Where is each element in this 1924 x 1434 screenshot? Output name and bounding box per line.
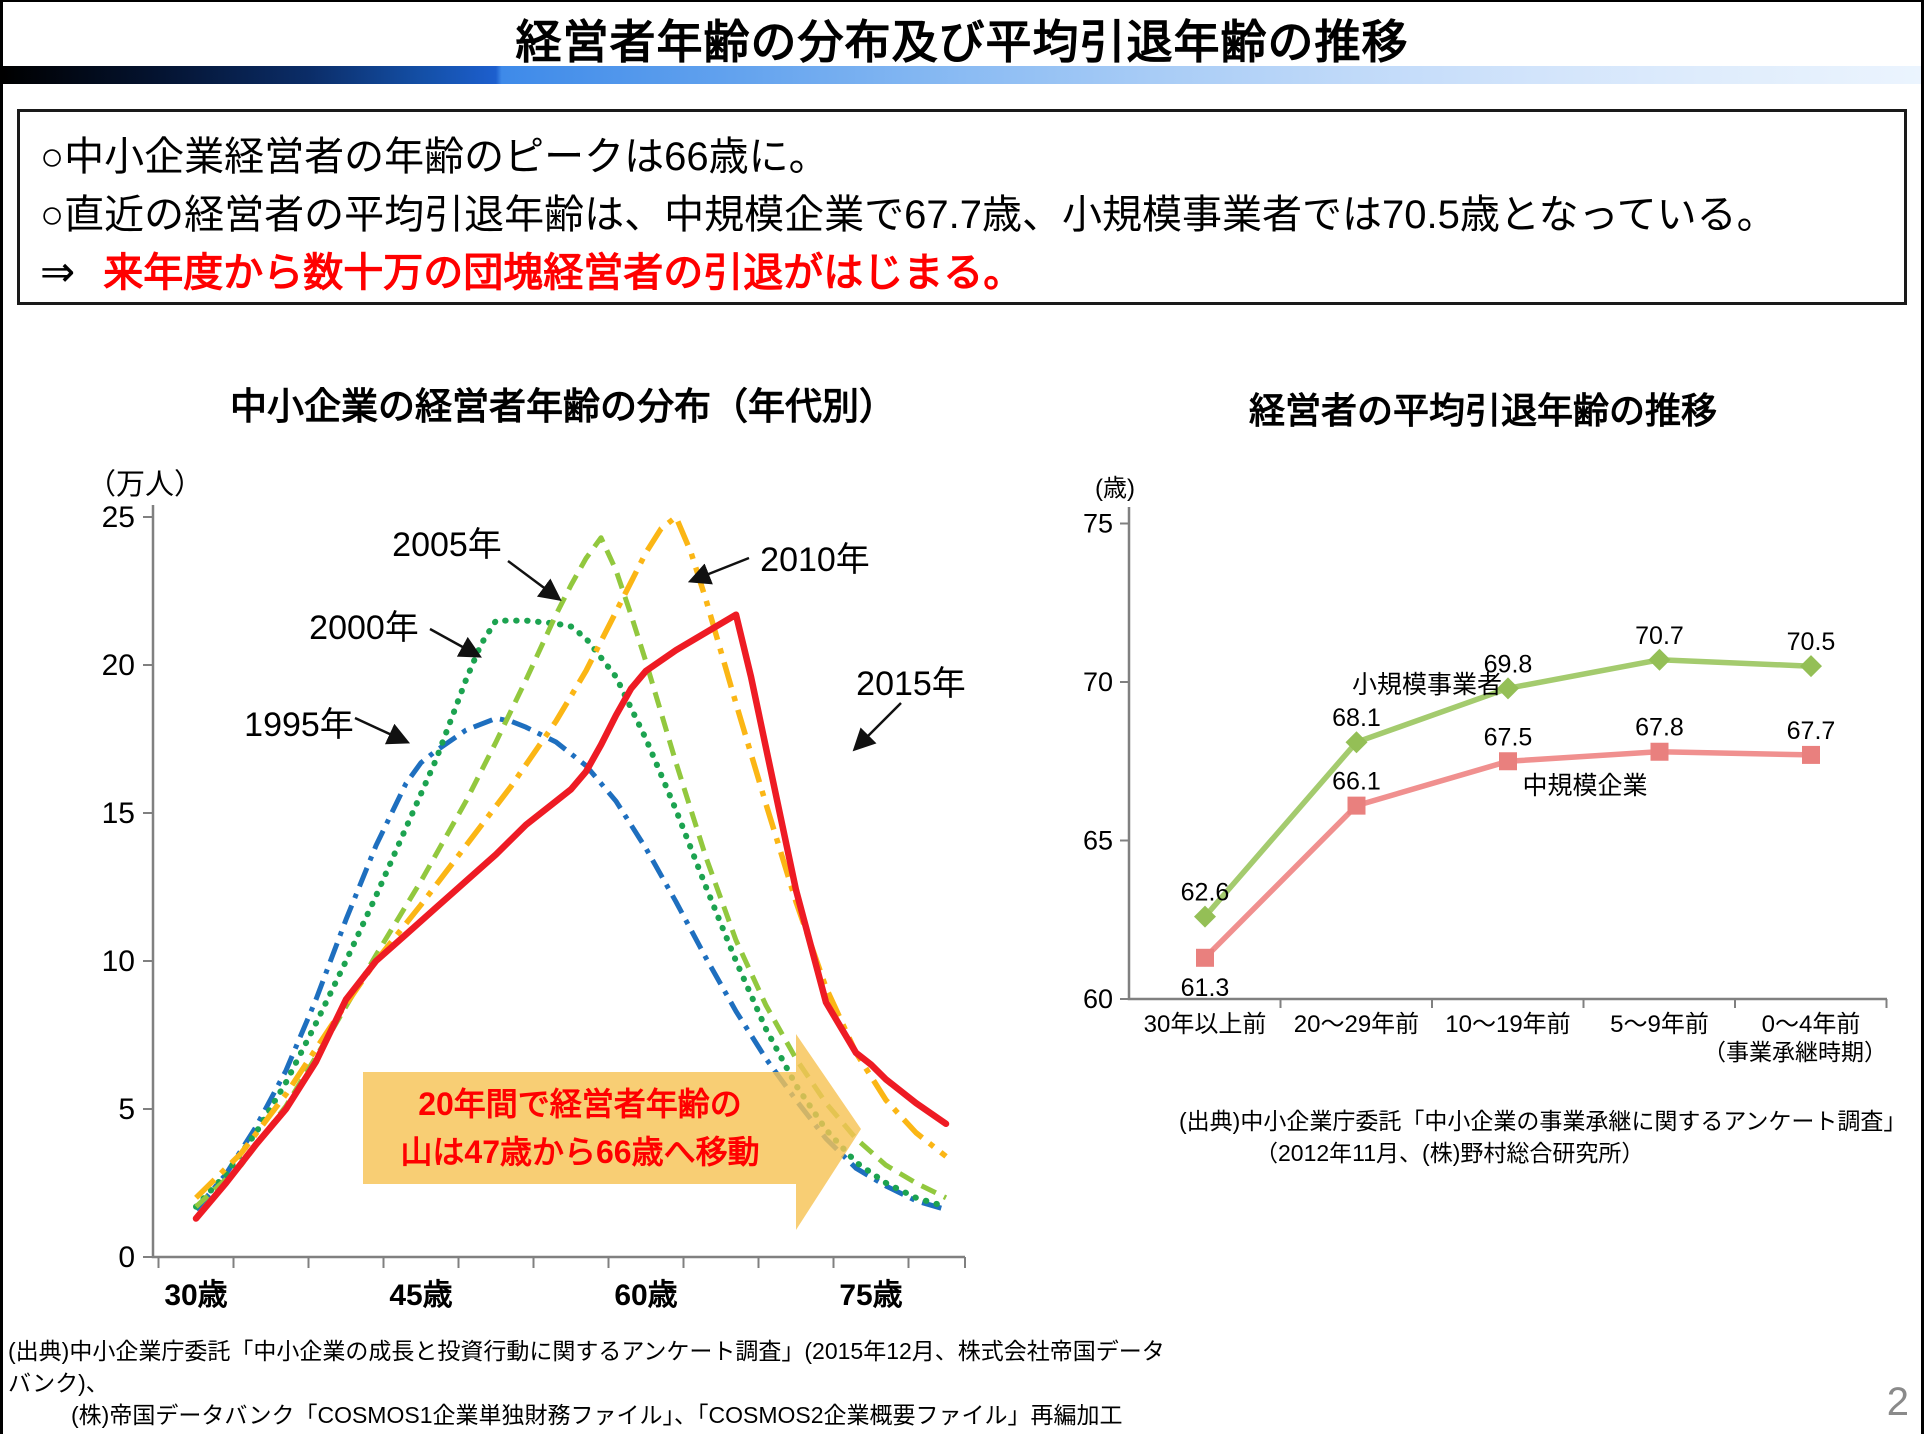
left-chart-x-ticks: 30歳 45歳 60歳 75歳 — [157, 1257, 966, 1312]
data-point-marker — [1800, 655, 1822, 678]
series-label-2005: 2005年 — [392, 526, 502, 564]
y-tick-label: 10 — [102, 945, 135, 978]
series-label-2015: 2015年 — [856, 665, 966, 703]
series-line-1995年 — [194, 715, 947, 1212]
right-chart-x-axis-note: （事業承継時期） — [1703, 1039, 1887, 1065]
page-title: 経営者年齢の分布及び平均引退年齢の推移 — [515, 16, 1409, 68]
data-point-value-label: 68.1 — [1332, 704, 1381, 732]
data-point-value-label: 69.8 — [1484, 650, 1533, 678]
y-tick-label: 5 — [118, 1093, 135, 1126]
series-label-2010: 2010年 — [760, 541, 870, 579]
data-point-marker — [1648, 648, 1671, 671]
right-chart-x-ticks: 30年以上前 20～29年前 10～19年前 5～9年前 0～4年前 — [1144, 999, 1888, 1038]
x-category-label: 20～29年前 — [1294, 1011, 1419, 1038]
y-tick-label: 60 — [1083, 984, 1113, 1014]
x-category-label: 30年以上前 — [1144, 1011, 1267, 1038]
left-chart-y-ticks: 25 20 15 10 5 0 — [102, 501, 153, 1274]
summary-line-2: ○直近の経営者の平均引退年齢は、中規模企業で67.7歳、小規模事業者では70.5… — [40, 193, 1777, 237]
summary-line-3: ⇒ 来年度から数十万の団塊経営者の引退がはじまる。 — [40, 240, 1023, 298]
data-point-marker — [1802, 745, 1820, 764]
series-label-2000: 2000年 — [309, 609, 419, 647]
x-tick-label: 45歳 — [389, 1279, 452, 1312]
series-label-1995: 1995年 — [244, 706, 354, 744]
series-label-medium-business: 中規模企業 — [1522, 772, 1647, 800]
right-chart-y-axis-unit: (歳) — [1095, 475, 1135, 502]
y-tick-label: 20 — [102, 649, 135, 682]
x-tick-label: 75歳 — [839, 1279, 902, 1312]
data-point-marker — [1196, 948, 1214, 967]
right-source-line-1: (出典)中小企業庁委託「中小企業の事業承継に関するアンケート調査」 — [1179, 1108, 1907, 1134]
summary-box: ○中小企業経営者の年齢のピークは66歳に。 ○直近の経営者の平均引退年齢は、中規… — [17, 109, 1907, 305]
y-tick-label: 25 — [102, 501, 135, 534]
series-label-arrow-2000 — [429, 627, 482, 658]
data-point-value-label: 70.5 — [1787, 628, 1836, 656]
x-tick-label: 60歳 — [614, 1279, 677, 1312]
data-point-value-label: 67.8 — [1635, 714, 1684, 742]
data-point-marker — [1497, 677, 1519, 700]
y-tick-label: 65 — [1083, 826, 1113, 856]
data-point-value-label: 61.3 — [1181, 974, 1230, 1002]
x-category-label: 10～19年前 — [1445, 1011, 1570, 1038]
data-point-marker — [1345, 731, 1368, 754]
right-chart-title: 経営者の平均引退年齢の推移 — [1248, 390, 1717, 431]
summary-line-1: ○中小企業経営者の年齢のピークは66歳に。 — [40, 135, 829, 179]
left-chart-age-distribution: （万人） 25 20 15 10 5 0 30歳 45歳 60歳 75歳 20年間で経営者年齢の… — [87, 469, 966, 1312]
page-number: 2 — [1886, 1380, 1909, 1424]
annotation-block-arrow — [363, 1034, 861, 1230]
left-chart-title: 中小企業の経営者年齢の分布（年代別） — [230, 386, 896, 427]
data-point-value-label: 67.5 — [1484, 723, 1533, 751]
title-gradient-divider — [3, 66, 1921, 84]
data-point-value-label: 62.6 — [1181, 879, 1230, 907]
right-chart-retirement-age: (歳) 75 70 65 60 30年以上前 20～29年前 10～19年前 5～9年前 0～… — [1083, 475, 1888, 1065]
right-chart-y-ticks: 75 70 65 60 — [1083, 509, 1129, 1014]
left-chart-y-axis-unit: （万人） — [87, 469, 203, 501]
data-point-marker — [1194, 905, 1216, 928]
data-point-value-label: 67.7 — [1787, 717, 1836, 745]
y-tick-label: 75 — [1083, 509, 1113, 539]
series-label-small-business: 小規模事業者 — [1352, 671, 1502, 699]
y-tick-label: 70 — [1083, 667, 1113, 697]
y-tick-label: 0 — [118, 1241, 135, 1274]
data-point-marker — [1347, 796, 1366, 815]
left-source-line-1: (出典)中小企業庁委託「中小企業の成長と投資行動に関するアンケート調査」(201… — [8, 1338, 1165, 1364]
x-category-label: 5～9年前 — [1610, 1011, 1709, 1038]
x-category-label: 0～4年前 — [1762, 1011, 1861, 1038]
summary-highlight-text: 来年度から数十万の団塊経営者の引退がはじまる。 — [103, 251, 1024, 295]
data-point-marker — [1650, 742, 1669, 761]
right-source-line-2: （2012年11月、(株)野村総合研究所） — [1255, 1140, 1645, 1166]
right-chart-series-lines: 62.6 68.1 69.8 70.7 70.5 61.3 66.1 67.5 67.8 67.7 — [1181, 622, 1836, 1002]
series-line-中規模企業 — [1202, 748, 1814, 961]
series-label-arrow-2010 — [687, 556, 750, 585]
series-label-arrow-1995 — [354, 716, 411, 745]
annotation-text-line-2: 山は47歳から66歳へ移動 — [400, 1134, 759, 1170]
data-point-value-label: 70.7 — [1635, 622, 1684, 650]
x-tick-label: 30歳 — [164, 1279, 227, 1312]
data-point-marker — [1499, 752, 1517, 771]
arrow-symbol: ⇒ — [40, 248, 76, 295]
annotation-text-line-1: 20年間で経営者年齢の — [418, 1086, 742, 1122]
y-tick-label: 15 — [102, 797, 135, 830]
series-line-2015年 — [192, 611, 950, 1222]
left-source-line-3: (株)帝国データバンク「COSMOS1企業単独財務ファイル」、「COSMOS2企… — [71, 1402, 1123, 1428]
series-label-arrow-2005 — [507, 559, 562, 602]
data-point-value-label: 66.1 — [1332, 768, 1381, 796]
left-source-line-2: バンク)、 — [8, 1370, 109, 1396]
series-label-arrow-2015 — [852, 702, 902, 752]
